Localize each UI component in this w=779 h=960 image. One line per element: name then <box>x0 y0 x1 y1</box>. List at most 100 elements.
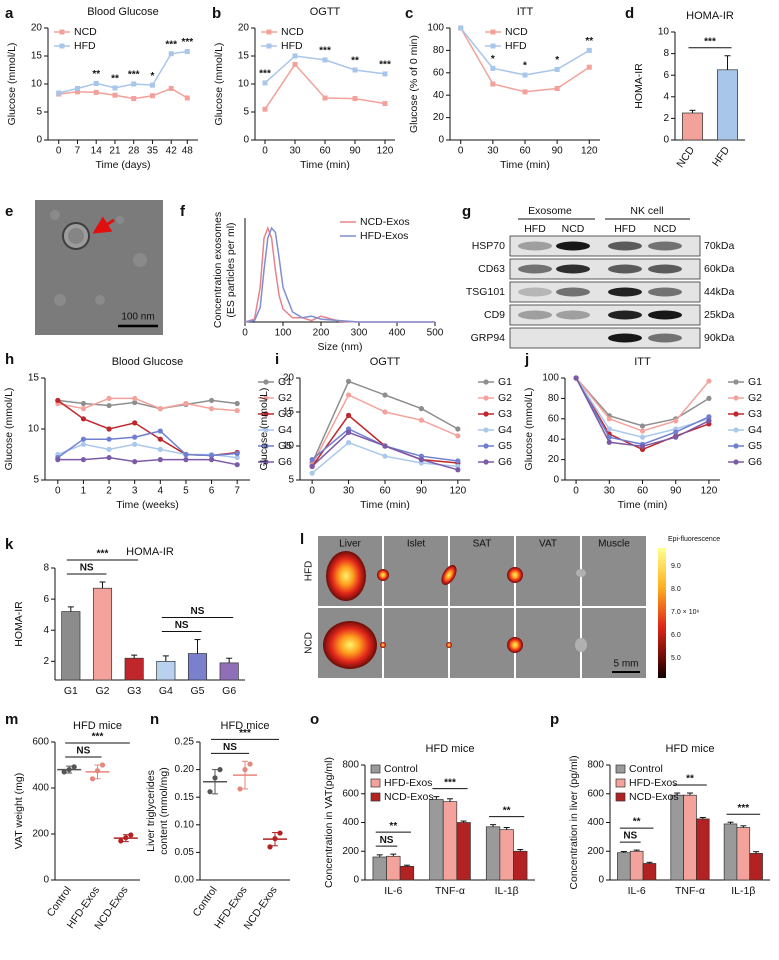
marker <box>157 436 163 442</box>
legend-label: G3 <box>748 408 762 420</box>
y-tick-label: 4 <box>663 91 669 102</box>
significance: *** <box>128 70 140 81</box>
y-axis-label: content (mmol/mg) <box>158 767 170 855</box>
significance: *** <box>92 732 104 743</box>
series-line <box>58 87 188 100</box>
y-tick-label: 0.10 <box>175 819 195 830</box>
marker <box>56 90 62 96</box>
marker <box>263 443 269 449</box>
marker <box>183 457 189 463</box>
marker <box>262 106 268 112</box>
significance: *** <box>97 549 109 560</box>
marker <box>490 65 496 71</box>
panel-letter: h <box>5 351 14 368</box>
blot-strip <box>509 235 701 257</box>
y-axis-label: HOMA-IR <box>13 601 25 647</box>
significance: NS <box>76 746 90 757</box>
band <box>556 310 590 320</box>
significance: ** <box>585 36 593 47</box>
y-tick-label: 0.25 <box>175 737 195 748</box>
y-tick-label: 10 <box>31 79 43 90</box>
marker <box>292 61 298 67</box>
marker <box>80 457 87 463</box>
marker <box>263 395 269 401</box>
marker <box>706 418 712 424</box>
x-tick-label: 0 <box>309 486 315 497</box>
x-tick-label: 48 <box>182 146 194 157</box>
panel-letter: g <box>462 203 471 220</box>
x-tick-label: IL-1β <box>731 885 755 897</box>
marker <box>733 427 739 433</box>
x-tick-label: 30 <box>604 486 616 497</box>
point <box>277 830 283 836</box>
marker <box>345 412 352 418</box>
chart-title: HFD mice <box>666 743 715 755</box>
legend-label: G6 <box>498 456 512 468</box>
marker <box>573 375 579 381</box>
x-axis-label: Time (min) <box>618 499 668 511</box>
marker <box>80 441 87 447</box>
marker <box>168 51 174 57</box>
marker <box>234 462 240 468</box>
marker <box>706 414 712 420</box>
marker <box>455 433 461 439</box>
bar <box>442 801 458 881</box>
x-tick-label: 6 <box>209 486 215 497</box>
x-tick-label: G2 <box>95 685 109 697</box>
series-line <box>575 377 710 432</box>
bar <box>736 827 751 881</box>
y-tick-label: 0 <box>438 135 444 146</box>
marker <box>149 93 155 99</box>
marker <box>74 85 80 91</box>
fluorescence-spot <box>377 569 389 581</box>
marker <box>263 459 269 465</box>
y-tick-label: 80 <box>548 393 560 404</box>
marker <box>168 85 174 91</box>
chart: f 0 100 200 300 400 500 Size (nm) Concentration … <box>180 203 444 353</box>
legend-swatch <box>370 792 381 802</box>
marker <box>673 418 679 424</box>
y-axis-label: Glucose (mmol/L) <box>258 388 270 471</box>
panel-letter: d <box>625 5 634 22</box>
y-tick-label: 800 <box>342 760 359 771</box>
marker <box>345 378 352 384</box>
scale-label: 100 nm <box>121 312 154 323</box>
legend-label: NCD-Exos <box>384 791 434 803</box>
tissue-label: VAT <box>539 539 557 550</box>
chart: i OGTT 5 10 15 20 0 30 60 90 120 Time (min) Glucose … <box>258 351 512 511</box>
marker <box>606 416 612 422</box>
x-axis-label: Time (weeks) <box>116 499 179 511</box>
series-line <box>57 456 238 466</box>
chart: o HFD mice 0 200 400 600 800 Concentration in V… <box>310 711 535 897</box>
bar <box>696 818 710 881</box>
x-tick-label: 90 <box>416 486 428 497</box>
legend-label: G4 <box>498 424 512 436</box>
tissue-label: SAT <box>473 539 492 550</box>
y-tick-label: 15 <box>28 373 40 384</box>
legend-swatch <box>615 792 626 802</box>
marker <box>183 400 189 407</box>
marker <box>132 459 138 465</box>
x-tick-label: 30 <box>343 486 355 497</box>
chart: h Blood Glucose 5 10 15 0 1 2 3 4 5 6 7 Time (weeks) G… <box>3 351 292 511</box>
legend-label: HFD-Exos <box>629 777 677 789</box>
x-tick-label: 7 <box>75 146 81 157</box>
texture <box>50 210 60 220</box>
image-tile <box>582 536 646 606</box>
fluorescence-spot <box>507 567 523 583</box>
band <box>648 264 682 274</box>
y-tick-label: 6 <box>663 70 669 81</box>
marker <box>266 43 272 49</box>
marker <box>586 64 592 70</box>
x-tick-label: G5 <box>190 685 204 697</box>
tissue-label: Islet <box>407 539 426 550</box>
tissue <box>576 569 586 577</box>
legend-label: G6 <box>748 456 762 468</box>
marker <box>554 85 560 91</box>
marker <box>322 57 328 63</box>
lane-label: HFD <box>614 223 636 235</box>
legend-label: G1 <box>278 376 292 388</box>
marker <box>382 443 388 449</box>
x-axis-label: Size (nm) <box>318 341 363 353</box>
x-tick-label: 4 <box>158 486 164 497</box>
